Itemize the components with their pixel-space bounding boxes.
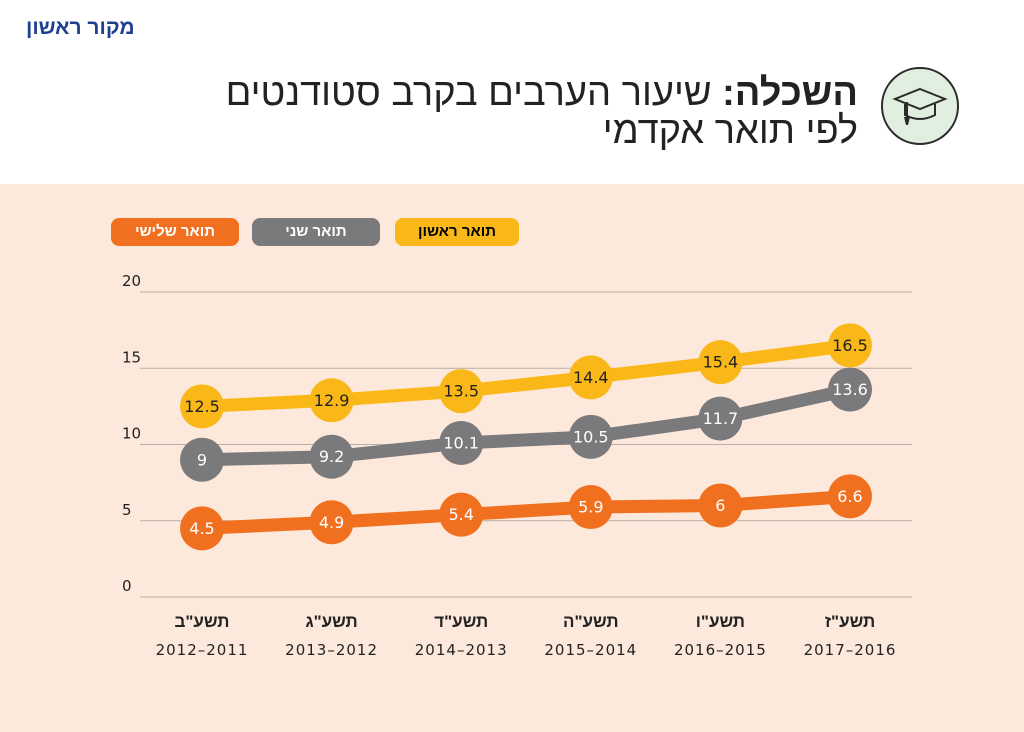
data-point bbox=[180, 437, 224, 482]
data-label: 4.9 bbox=[319, 513, 344, 532]
data-point bbox=[180, 506, 224, 551]
x-category-years: 2014–2013 bbox=[415, 641, 508, 659]
data-point bbox=[698, 483, 743, 528]
legend-item-second-degree: תואר שני bbox=[252, 218, 380, 246]
data-label: 11.7 bbox=[703, 409, 739, 428]
data-label: 10.5 bbox=[573, 427, 609, 446]
data-point bbox=[828, 323, 872, 368]
data-point bbox=[439, 420, 484, 465]
data-label: 12.5 bbox=[184, 397, 220, 416]
data-label: 4.5 bbox=[189, 519, 214, 538]
title-strong: השכלה: bbox=[722, 72, 858, 114]
data-point bbox=[439, 492, 484, 537]
data-label: 14.4 bbox=[573, 368, 609, 387]
x-category-years: 2012–2011 bbox=[156, 641, 249, 659]
data-label: 12.9 bbox=[314, 391, 350, 410]
chart-panel bbox=[0, 184, 1024, 732]
chart-title: השכלה: שיעור הערבים בקרב סטודנטים לפי תו… bbox=[178, 74, 858, 150]
brand-logo: מקור ראשון bbox=[26, 16, 135, 39]
x-category-label: תשע"ז bbox=[825, 612, 875, 631]
data-point bbox=[828, 367, 872, 412]
data-label: 9.2 bbox=[319, 447, 344, 466]
x-category-years: 2017–2016 bbox=[804, 641, 897, 659]
data-label: 9 bbox=[197, 450, 207, 469]
x-category-label: תשע"ג bbox=[305, 612, 357, 631]
x-category-years: 2013–2012 bbox=[285, 641, 378, 659]
y-tick-label: 20 bbox=[122, 272, 141, 290]
data-label: 13.6 bbox=[832, 380, 868, 399]
series-line bbox=[195, 338, 857, 413]
legend-item-third-degree: תואר שלישי bbox=[111, 218, 239, 246]
data-point bbox=[828, 474, 872, 519]
legend-item-first-degree: תואר ראשון bbox=[395, 218, 519, 246]
x-category-label: תשע"ה bbox=[563, 612, 619, 631]
y-tick-label: 0 bbox=[122, 577, 132, 595]
data-label: 13.5 bbox=[443, 382, 479, 401]
y-tick-label: 15 bbox=[122, 348, 141, 366]
data-point bbox=[180, 384, 224, 429]
data-label: 6 bbox=[715, 496, 725, 515]
x-category-label: תשע"ב bbox=[174, 612, 229, 631]
data-point bbox=[309, 434, 354, 479]
graduation-cap-icon bbox=[881, 67, 959, 145]
x-category-years: 2016–2015 bbox=[674, 641, 767, 659]
data-point bbox=[568, 355, 613, 400]
data-label: 5.9 bbox=[578, 498, 603, 517]
data-label: 5.4 bbox=[448, 505, 473, 524]
series-line bbox=[195, 489, 857, 535]
data-point bbox=[568, 485, 613, 530]
data-point bbox=[309, 378, 354, 423]
title-line2: לפי תואר אקדמי bbox=[602, 110, 858, 152]
data-label: 6.6 bbox=[837, 487, 862, 506]
data-point bbox=[568, 414, 613, 459]
data-point bbox=[439, 369, 484, 414]
y-tick-label: 5 bbox=[122, 501, 132, 519]
data-point bbox=[698, 340, 743, 385]
data-label: 10.1 bbox=[443, 433, 479, 452]
data-label: 15.4 bbox=[703, 353, 739, 372]
x-category-label: תשע"ד bbox=[434, 612, 488, 631]
data-point bbox=[698, 396, 743, 441]
x-category-label: תשע"ו bbox=[696, 612, 745, 631]
graduation-cap-svg bbox=[892, 87, 948, 125]
title-rest: שיעור הערבים בקרב סטודנטים bbox=[225, 72, 723, 114]
x-category-years: 2015–2014 bbox=[544, 641, 637, 659]
y-tick-label: 10 bbox=[122, 425, 141, 443]
data-point bbox=[309, 500, 354, 545]
data-label: 16.5 bbox=[832, 336, 868, 355]
